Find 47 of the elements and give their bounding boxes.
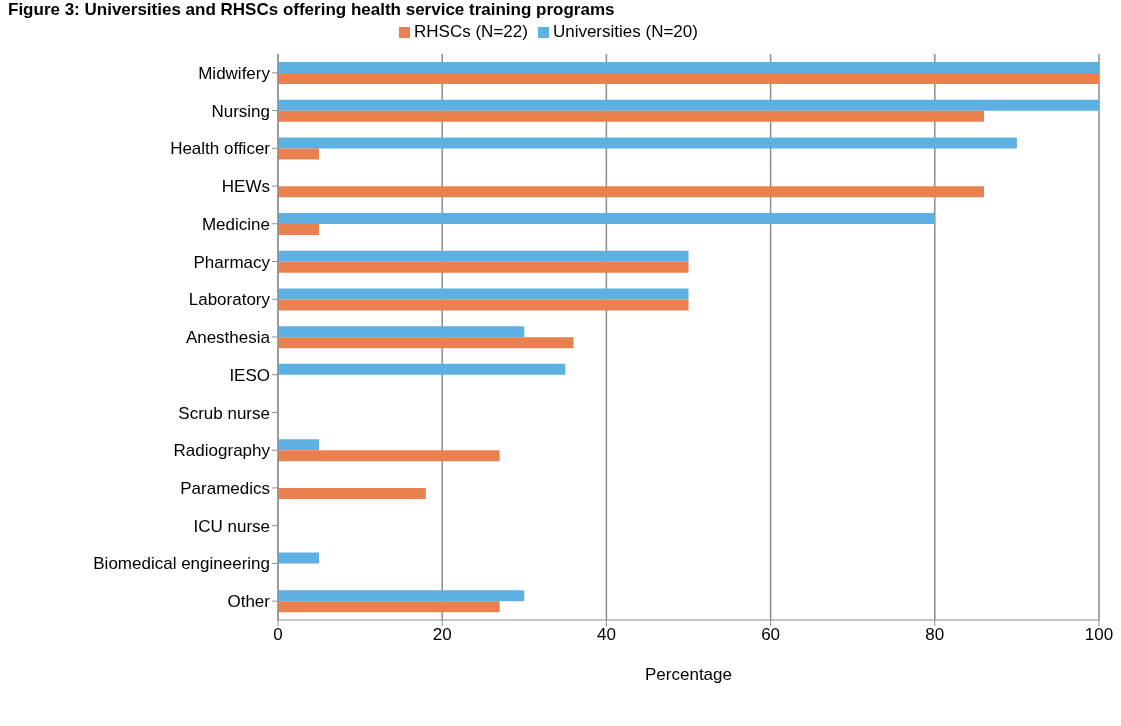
y-tick-label: Health officer [170, 139, 271, 159]
y-tick-label: HEWs [221, 177, 270, 197]
x-tick-label: 40 [596, 625, 616, 645]
bar [278, 148, 320, 160]
bar [278, 552, 320, 564]
bar [278, 299, 689, 311]
bar [278, 186, 985, 198]
x-tick-label: 80 [925, 625, 945, 645]
y-tick-label: Anesthesia [185, 328, 271, 348]
bar [278, 99, 1099, 111]
bar [278, 261, 689, 273]
bar [278, 110, 985, 122]
bar [278, 288, 689, 300]
bar [278, 62, 1099, 73]
bar [278, 212, 935, 224]
x-axis-title: Percentage [645, 665, 732, 684]
bar [278, 450, 500, 462]
bar [278, 137, 1017, 149]
y-tick-label: Nursing [211, 101, 270, 121]
y-tick-label: ICU nurse [193, 516, 270, 536]
y-tick-label: Laboratory [188, 290, 271, 310]
x-tick-label: 0 [273, 625, 283, 645]
bar [278, 223, 320, 235]
bar [278, 488, 426, 500]
y-tick-label: Other [227, 592, 271, 612]
x-tick-label: 20 [432, 625, 452, 645]
y-tick-label: Radiography [173, 441, 271, 461]
y-tick-label: Midwifery [198, 63, 271, 83]
legend-label: Universities (N=20) [552, 22, 698, 41]
bar [278, 326, 525, 338]
bar [278, 337, 574, 349]
bar [278, 363, 566, 375]
legend-label: RHSCs (N=22) [414, 22, 528, 41]
y-tick-label: Biomedical engineering [93, 554, 270, 574]
bar [278, 601, 500, 613]
bar [278, 73, 1099, 84]
bar [278, 590, 525, 602]
y-tick-label: Scrub nurse [178, 403, 270, 423]
y-tick-label: Paramedics [180, 478, 270, 498]
y-tick-label: IESO [229, 365, 270, 385]
bar [278, 250, 689, 262]
x-tick-label: 100 [1084, 625, 1114, 645]
chart-title: Figure 3: Universities and RHSCs offering health service training programs [8, 0, 616, 20]
y-tick-label: Pharmacy [193, 252, 271, 272]
bar [278, 439, 320, 451]
x-tick-label: 60 [761, 625, 781, 645]
y-tick-label: Medicine [201, 214, 270, 234]
